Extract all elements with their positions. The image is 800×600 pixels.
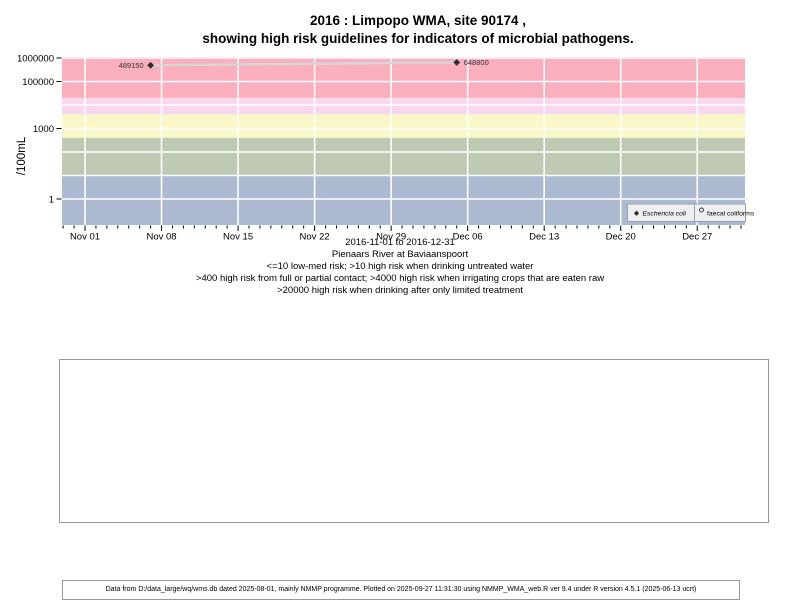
caption-site-name: Pienaars River at Baviaanspoort bbox=[331, 248, 469, 260]
chart-captions: 2016-11-01 to 2016-12-31 Pienaars River … bbox=[0, 237, 800, 297]
caption-risk-line1: <=10 low-med risk; >10 high risk when dr… bbox=[266, 260, 534, 272]
chart-title-line1: 2016 : Limpopo WMA, site 90174 , bbox=[309, 13, 527, 28]
legend: Eschericia coli faecal coliforms bbox=[627, 203, 755, 222]
chart-title: 2016 : Limpopo WMA, site 90174 , showing… bbox=[36, 12, 800, 48]
x-tick-label: Dec 13 bbox=[529, 232, 559, 243]
x-tick-label: Nov 01 bbox=[70, 232, 100, 243]
data-point-label: 489150 bbox=[119, 61, 144, 70]
legend-marker-filled-diamond-icon bbox=[633, 210, 640, 216]
x-axis: Nov 01 Nov 08 Nov 15 Nov 22 Nov 29 Dec 06 Dec … bbox=[62, 225, 742, 243]
risk-band-4000-20000 bbox=[62, 97, 745, 115]
y-tick-label: 1 bbox=[49, 194, 54, 205]
x-tick-label: Nov 08 bbox=[146, 232, 176, 243]
legend-box bbox=[694, 203, 746, 222]
x-tick-label: Nov 29 bbox=[376, 232, 406, 243]
risk-band-10-400 bbox=[62, 137, 745, 176]
caption-date-range: 2016-11-01 to 2016-12-31 bbox=[345, 237, 455, 248]
y-tick-label: 1000000 bbox=[17, 53, 54, 64]
x-tick-label: Dec 06 bbox=[453, 232, 483, 243]
x-tick-label: Dec 27 bbox=[682, 232, 712, 243]
gridlines bbox=[62, 57, 745, 225]
empty-notes-box bbox=[59, 359, 769, 523]
data-point-label: 648800 bbox=[464, 58, 489, 67]
x-tick-label: Nov 15 bbox=[223, 232, 253, 243]
data-point-marker bbox=[147, 61, 154, 69]
caption-risk-line2: >400 high risk from full or partial cont… bbox=[195, 272, 605, 284]
series-line bbox=[150, 61, 457, 67]
legend-label: Eschericia coli bbox=[643, 210, 687, 217]
y-tick-label: 100000 bbox=[22, 77, 54, 88]
legend-label: faecal coliforms bbox=[707, 210, 755, 217]
x-tick-label: Dec 20 bbox=[606, 232, 636, 243]
footer-provenance: Data from D:/data_large/wq/wms.db dated … bbox=[62, 580, 740, 600]
x-tick-label: Nov 22 bbox=[300, 232, 330, 243]
y-axis: 1 1000 100000 1000000 bbox=[17, 53, 62, 205]
caption-risk-line3: >20000 high risk when drinking after onl… bbox=[277, 284, 523, 296]
y-tick-label: 1000 bbox=[33, 124, 54, 135]
series-e-coli: 489150 648800 bbox=[119, 58, 489, 70]
legend-marker-open-circle-icon bbox=[699, 207, 704, 213]
data-point-marker bbox=[453, 59, 461, 66]
chart-title-line2: showing high risk guidelines for indicat… bbox=[202, 31, 634, 46]
risk-band-400-4000 bbox=[62, 114, 745, 138]
